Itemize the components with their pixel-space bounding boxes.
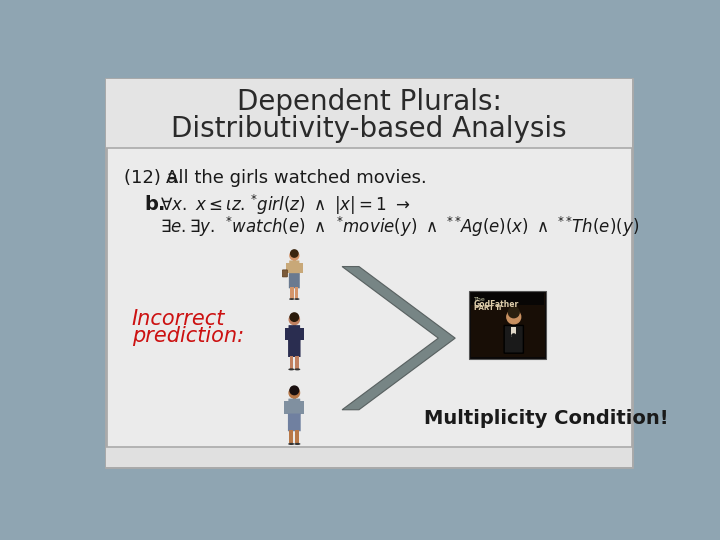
Circle shape — [290, 313, 299, 321]
Bar — [471, 293, 544, 357]
Circle shape — [508, 307, 519, 318]
Bar — [284, 328, 289, 340]
Circle shape — [507, 310, 521, 324]
Circle shape — [289, 314, 300, 325]
Bar — [300, 401, 304, 414]
Text: Multiplicity Condition!: Multiplicity Condition! — [424, 409, 668, 429]
FancyBboxPatch shape — [289, 325, 300, 341]
FancyBboxPatch shape — [106, 79, 632, 148]
FancyBboxPatch shape — [106, 447, 632, 467]
Text: $\mathbf{b.}$: $\mathbf{b.}$ — [144, 195, 166, 214]
Bar — [295, 287, 299, 299]
Text: All the girls watched movies.: All the girls watched movies. — [166, 169, 427, 187]
Circle shape — [512, 334, 516, 338]
Ellipse shape — [294, 368, 300, 370]
Circle shape — [289, 388, 300, 398]
Polygon shape — [342, 267, 455, 410]
Bar — [300, 328, 304, 340]
Text: Incorrect: Incorrect — [132, 309, 225, 329]
Bar — [293, 395, 296, 400]
Bar — [284, 401, 289, 414]
Ellipse shape — [289, 298, 294, 300]
Bar — [286, 263, 289, 273]
Bar — [293, 322, 296, 327]
Circle shape — [290, 386, 299, 395]
Ellipse shape — [288, 368, 294, 370]
Bar — [511, 327, 516, 338]
Text: Distributivity-based Analysis: Distributivity-based Analysis — [171, 116, 567, 144]
Bar — [469, 291, 546, 359]
Bar — [295, 355, 299, 369]
FancyBboxPatch shape — [289, 273, 300, 288]
Ellipse shape — [288, 443, 294, 445]
Ellipse shape — [294, 298, 300, 300]
Text: $\forall x.\ x \leq \iota z{.}^*\!\mathit{girl}(z)\ \wedge\ |x| = 1\ \rightarrow: $\forall x.\ x \leq \iota z{.}^*\!\mathi… — [160, 193, 410, 217]
Bar — [299, 263, 302, 273]
FancyBboxPatch shape — [282, 270, 287, 277]
Text: The: The — [474, 297, 485, 302]
FancyBboxPatch shape — [288, 414, 301, 431]
Bar — [290, 287, 294, 299]
Text: GodFather: GodFather — [474, 300, 519, 309]
Bar — [293, 258, 296, 262]
Circle shape — [291, 250, 298, 257]
Ellipse shape — [294, 443, 300, 445]
FancyBboxPatch shape — [289, 260, 300, 275]
Bar — [289, 430, 293, 443]
Text: PART II: PART II — [474, 305, 501, 311]
FancyBboxPatch shape — [289, 399, 300, 415]
Text: Dependent Plurals:: Dependent Plurals: — [237, 88, 501, 116]
Circle shape — [290, 251, 299, 260]
FancyBboxPatch shape — [504, 326, 523, 353]
FancyBboxPatch shape — [288, 340, 300, 357]
FancyBboxPatch shape — [106, 79, 632, 467]
Text: (12) a.: (12) a. — [124, 169, 184, 187]
Bar — [289, 355, 294, 369]
Bar — [472, 294, 544, 305]
Text: prediction:: prediction: — [132, 326, 244, 346]
Text: $\exists e{.}\exists y.\ ^*\!\mathit{watch}(e)\ \wedge\ ^*\!\mathit{movie}(y)\ \: $\exists e{.}\exists y.\ ^*\!\mathit{wat… — [160, 214, 639, 239]
Bar — [295, 430, 300, 443]
